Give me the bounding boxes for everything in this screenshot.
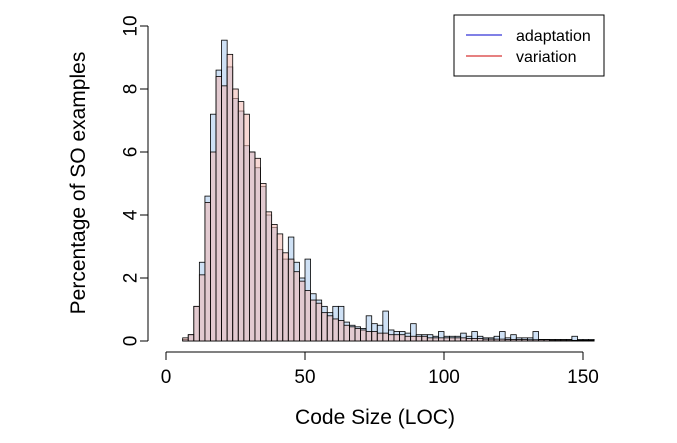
x-tick-label-150: 150 bbox=[567, 367, 599, 388]
series-variation bbox=[182, 53, 595, 342]
bar-variation-88 bbox=[410, 335, 417, 342]
bar-variation-76 bbox=[376, 332, 384, 342]
bar-variation-6 bbox=[182, 337, 189, 342]
bar-variation-50 bbox=[304, 290, 311, 342]
bar-variation-146 bbox=[571, 339, 578, 342]
bar-variation-16 bbox=[210, 151, 217, 342]
bar-variation-100 bbox=[443, 337, 450, 342]
bar-variation-18 bbox=[215, 76, 222, 342]
y-axis-title: Percentage of SO examples bbox=[67, 52, 90, 315]
y-tick-label-6: 6 bbox=[121, 147, 142, 158]
bar-variation-78 bbox=[382, 332, 389, 342]
y-tick-label-8: 8 bbox=[121, 84, 142, 95]
bar-variation-70 bbox=[360, 329, 367, 342]
bar-variation-94 bbox=[426, 337, 434, 342]
bar-variation-138 bbox=[549, 339, 556, 342]
bar-variation-68 bbox=[354, 327, 362, 342]
bar-variation-38 bbox=[271, 224, 278, 342]
bar-variation-62 bbox=[337, 320, 345, 342]
bar-variation-124 bbox=[510, 339, 517, 342]
bar-variation-92 bbox=[421, 335, 428, 342]
legend: adaptation variation bbox=[453, 14, 605, 77]
bar-variation-44 bbox=[287, 258, 295, 342]
bar-variation-150 bbox=[582, 339, 589, 342]
bar-variation-46 bbox=[293, 271, 300, 342]
bar-variation-40 bbox=[276, 233, 284, 342]
bar-variation-24 bbox=[232, 88, 239, 342]
axes-layer: 0 2 4 6 8 10 0 50 100 150 bbox=[121, 15, 599, 388]
bar-variation-56 bbox=[321, 312, 328, 342]
bar-variation-106 bbox=[460, 337, 467, 342]
bar-variation-128 bbox=[521, 339, 528, 342]
bar-variation-118 bbox=[493, 338, 501, 342]
x-axis-title: Code Size (LOC) bbox=[295, 406, 455, 429]
bar-variation-152 bbox=[588, 339, 595, 342]
bar-variation-122 bbox=[504, 339, 512, 342]
bar-variation-64 bbox=[343, 324, 350, 342]
y-tick-label-4: 4 bbox=[121, 209, 142, 220]
bar-variation-120 bbox=[499, 338, 506, 342]
x-tick-label-100: 100 bbox=[428, 367, 460, 388]
bar-variation-34 bbox=[260, 183, 267, 342]
bar-variation-14 bbox=[204, 201, 211, 342]
bar-variation-54 bbox=[315, 302, 323, 342]
bar-variation-108 bbox=[465, 338, 473, 342]
bar-variation-96 bbox=[432, 337, 439, 342]
bars-layer bbox=[182, 39, 595, 342]
bar-variation-28 bbox=[243, 113, 250, 342]
bar-variation-30 bbox=[248, 151, 256, 342]
bar-variation-42 bbox=[282, 252, 289, 342]
legend-label-adaptation: adaptation bbox=[516, 28, 591, 45]
bar-variation-60 bbox=[332, 318, 339, 342]
bar-variation-32 bbox=[254, 157, 261, 342]
bar-variation-12 bbox=[198, 274, 206, 342]
bar-variation-144 bbox=[565, 339, 573, 342]
bar-variation-142 bbox=[560, 339, 567, 342]
bar-variation-104 bbox=[454, 337, 462, 342]
bar-variation-58 bbox=[326, 315, 334, 342]
bar-variation-110 bbox=[471, 338, 478, 342]
bar-variation-82 bbox=[393, 334, 400, 342]
y-ticks: 0 2 4 6 8 10 bbox=[121, 15, 148, 346]
bar-variation-134 bbox=[538, 339, 545, 342]
bar-variation-148 bbox=[577, 339, 584, 342]
bar-variation-112 bbox=[476, 338, 484, 342]
y-tick-label-0: 0 bbox=[121, 336, 142, 347]
bar-variation-126 bbox=[515, 339, 523, 342]
bar-variation-48 bbox=[299, 280, 306, 342]
bar-variation-20 bbox=[221, 85, 228, 342]
y-tick-label-10: 10 bbox=[121, 15, 142, 36]
bar-variation-102 bbox=[449, 337, 456, 342]
bar-variation-86 bbox=[404, 335, 412, 342]
bar-variation-116 bbox=[488, 338, 495, 342]
x-tick-label-50: 50 bbox=[294, 367, 315, 388]
bar-variation-22 bbox=[226, 53, 234, 342]
bar-variation-10 bbox=[193, 305, 200, 342]
legend-box bbox=[453, 14, 605, 77]
bar-variation-84 bbox=[399, 334, 406, 342]
bar-variation-90 bbox=[415, 335, 423, 342]
bar-variation-52 bbox=[310, 299, 317, 342]
bar-variation-114 bbox=[482, 338, 489, 342]
bar-variation-80 bbox=[387, 334, 395, 342]
bar-variation-26 bbox=[237, 101, 245, 342]
legend-label-variation: variation bbox=[516, 49, 576, 66]
bar-variation-132 bbox=[532, 339, 539, 342]
bar-variation-74 bbox=[371, 331, 378, 342]
y-tick-label-2: 2 bbox=[121, 273, 142, 284]
bar-variation-98 bbox=[438, 337, 445, 342]
x-ticks: 0 50 100 150 bbox=[161, 352, 599, 388]
bar-variation-66 bbox=[349, 326, 356, 342]
bar-variation-130 bbox=[527, 339, 534, 342]
bar-variation-8 bbox=[187, 334, 195, 342]
bar-variation-72 bbox=[365, 331, 373, 342]
x-tick-label-0: 0 bbox=[161, 367, 172, 388]
bar-variation-140 bbox=[554, 339, 562, 342]
bar-variation-36 bbox=[265, 211, 273, 342]
bar-variation-136 bbox=[543, 339, 551, 342]
